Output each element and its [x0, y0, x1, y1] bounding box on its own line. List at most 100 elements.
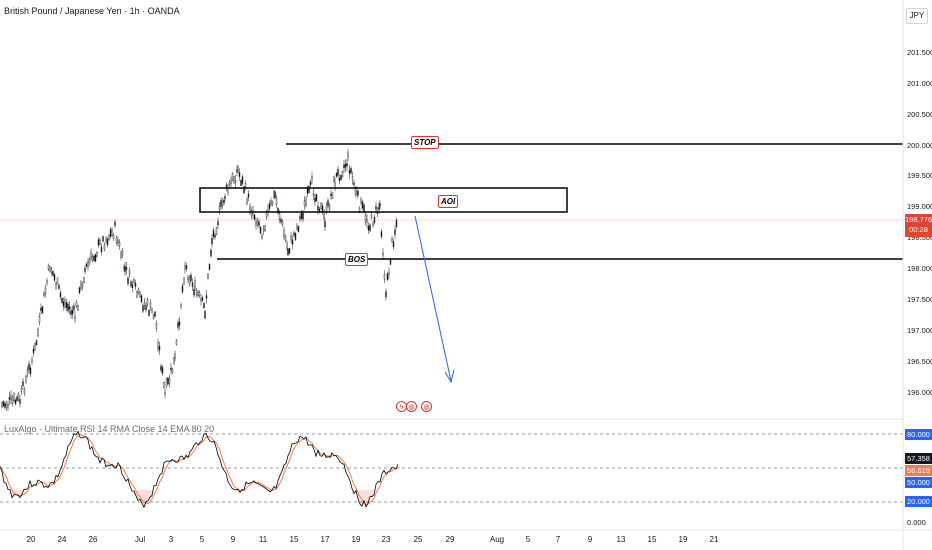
candle-body	[50, 269, 53, 273]
candle-body	[34, 343, 36, 351]
candle-body	[4, 403, 6, 408]
candle-body	[149, 302, 152, 308]
aoi-box[interactable]	[199, 187, 568, 213]
candle-body	[249, 205, 251, 212]
candle-body	[306, 188, 309, 194]
price-tick-label: 201.000	[907, 79, 932, 88]
time-tick-label: 11	[258, 535, 268, 544]
candle-body	[68, 306, 71, 310]
candle-body	[343, 164, 345, 169]
candle-body	[185, 265, 188, 270]
candle-body	[391, 237, 393, 242]
candle-body	[297, 226, 300, 232]
candle-body	[224, 196, 226, 199]
candle-body	[106, 239, 109, 246]
candle-body	[247, 193, 250, 198]
candle-body	[117, 239, 119, 244]
candle-body	[191, 282, 194, 287]
candle-body	[178, 321, 181, 326]
price-tick-label: 196.000	[907, 388, 932, 397]
candle-body	[87, 261, 89, 267]
candle-body	[47, 265, 50, 270]
candle-body	[164, 391, 166, 395]
candle-body	[94, 254, 97, 262]
time-tick-label: 23	[381, 535, 391, 544]
candle-body	[205, 295, 208, 299]
candle-body	[364, 215, 367, 222]
candle-body	[250, 210, 253, 216]
candle-body	[333, 176, 335, 182]
last-price-badge: 198.776 00:28	[905, 214, 932, 237]
aoi-label[interactable]: AOI	[438, 195, 459, 208]
candle-body	[312, 193, 315, 196]
candle-body	[103, 244, 106, 250]
candle-body	[327, 200, 329, 206]
candle-body	[22, 381, 24, 386]
candle-body	[262, 228, 265, 232]
candle-body	[255, 221, 257, 226]
candle-body	[351, 176, 354, 180]
time-tick-label: 24	[57, 535, 67, 544]
candle-body	[96, 252, 98, 257]
candle-body	[85, 263, 88, 267]
candle-body	[388, 271, 390, 276]
candle-body	[204, 311, 206, 319]
candle-body	[74, 315, 76, 319]
candle-body	[5, 404, 8, 408]
candle-body	[175, 339, 178, 345]
candle-body	[184, 265, 186, 270]
candle-body	[353, 182, 355, 185]
candle-body	[70, 310, 72, 315]
candle-body	[296, 225, 298, 229]
candle-body	[217, 221, 219, 226]
currency-badge[interactable]: JPY	[906, 8, 928, 24]
bos-label[interactable]: BOS	[345, 253, 369, 266]
candle-body	[214, 235, 216, 238]
candle-body	[348, 170, 351, 174]
candle-body	[344, 163, 347, 168]
candle-body	[26, 369, 29, 374]
candle-body	[259, 226, 262, 234]
flag-icon[interactable]: ◍	[421, 401, 432, 412]
candle-body	[152, 314, 155, 319]
candle-body	[140, 295, 143, 303]
candle-body	[112, 234, 115, 239]
candle-body	[275, 197, 278, 205]
time-tick-label: 26	[88, 535, 98, 544]
candle-body	[195, 290, 198, 295]
candle-body	[268, 203, 271, 209]
candle-body	[61, 298, 63, 303]
candle-body	[52, 271, 54, 276]
flag-icon[interactable]: ◍	[406, 401, 417, 412]
candle-body	[28, 363, 30, 370]
candle-body	[130, 281, 132, 286]
candle-body	[41, 306, 44, 314]
candle-body	[311, 176, 313, 181]
candle-body	[7, 404, 9, 408]
indicator-label[interactable]: LuxAlgo - Ultimate RSI 14 RMA Close 14 E…	[4, 424, 215, 434]
candle-body	[11, 398, 14, 404]
candle-body	[97, 239, 100, 246]
candle-body	[201, 297, 204, 301]
candle-body	[379, 203, 381, 207]
last-price: 198.776	[905, 215, 932, 224]
candle-body	[170, 367, 172, 371]
candle-body	[46, 280, 48, 284]
candle-body	[261, 235, 263, 239]
candle-body	[382, 252, 384, 256]
candle-body	[241, 176, 244, 184]
candle-body	[142, 305, 144, 312]
candle-body	[44, 287, 47, 295]
candle-body	[294, 233, 297, 240]
stop-label[interactable]: STOP	[411, 136, 439, 149]
candle-body	[300, 212, 303, 219]
candle-body	[91, 256, 94, 260]
projection-arrow[interactable]	[414, 215, 452, 382]
candle-body	[370, 214, 373, 218]
symbol-title[interactable]: British Pound / Japanese Yen · 1h · OAND…	[4, 6, 180, 16]
candle-body	[158, 346, 161, 351]
candle-body	[90, 251, 92, 258]
candle-body	[174, 353, 176, 359]
candle-body	[270, 200, 272, 204]
